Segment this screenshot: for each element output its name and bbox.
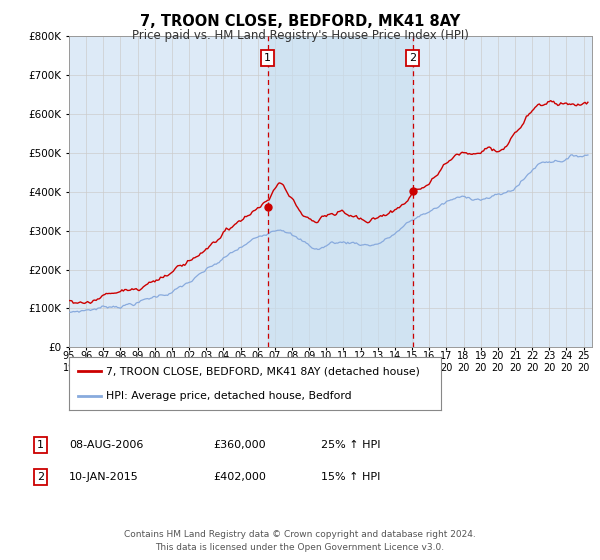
Text: 1: 1 <box>265 53 271 63</box>
Text: 15% ↑ HPI: 15% ↑ HPI <box>321 472 380 482</box>
Text: £402,000: £402,000 <box>213 472 266 482</box>
Text: 2: 2 <box>37 472 44 482</box>
Text: 1: 1 <box>37 440 44 450</box>
Text: £360,000: £360,000 <box>213 440 266 450</box>
Text: 08-AUG-2006: 08-AUG-2006 <box>69 440 143 450</box>
Bar <box>268 36 413 347</box>
Text: Contains HM Land Registry data © Crown copyright and database right 2024.
This d: Contains HM Land Registry data © Crown c… <box>124 530 476 552</box>
Text: 7, TROON CLOSE, BEDFORD, MK41 8AY: 7, TROON CLOSE, BEDFORD, MK41 8AY <box>140 14 460 29</box>
Text: Price paid vs. HM Land Registry's House Price Index (HPI): Price paid vs. HM Land Registry's House … <box>131 29 469 42</box>
Text: 7, TROON CLOSE, BEDFORD, MK41 8AY (detached house): 7, TROON CLOSE, BEDFORD, MK41 8AY (detac… <box>106 366 420 376</box>
Text: HPI: Average price, detached house, Bedford: HPI: Average price, detached house, Bedf… <box>106 390 352 400</box>
Text: 10-JAN-2015: 10-JAN-2015 <box>69 472 139 482</box>
Text: 25% ↑ HPI: 25% ↑ HPI <box>321 440 380 450</box>
Text: 2: 2 <box>409 53 416 63</box>
